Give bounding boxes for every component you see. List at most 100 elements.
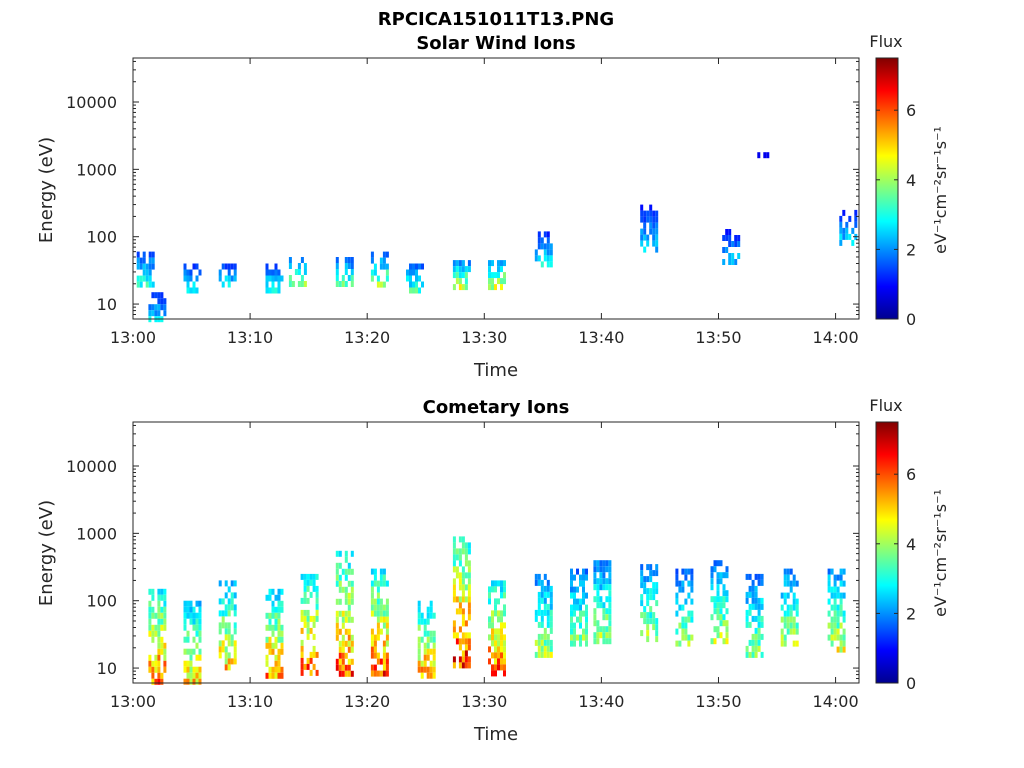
heatmap-cell (373, 646, 377, 653)
heatmap-cell (189, 672, 193, 679)
heatmap-cell (341, 586, 345, 593)
heatmap-cell (579, 640, 582, 647)
heatmap-cell (690, 586, 694, 593)
heatmap-cell (335, 562, 339, 569)
heatmap-cell (409, 287, 412, 294)
heatmap-cell (423, 666, 427, 673)
heatmap-cell (160, 588, 164, 595)
heatmap-cell (652, 228, 656, 235)
heatmap-cell (136, 275, 140, 282)
heatmap-cell (789, 610, 793, 617)
heatmap-cell (142, 263, 146, 270)
heatmap-cell (458, 602, 462, 609)
heatmap-cell (713, 602, 717, 609)
heatmap-cell (646, 564, 650, 571)
heatmap-cell (376, 580, 380, 587)
heatmap-cell (593, 632, 597, 639)
heatmap-cell (722, 247, 726, 253)
heatmap-cell (655, 216, 659, 223)
heatmap-cell (839, 634, 843, 641)
heatmap-cell (224, 622, 228, 629)
heatmap-cell (497, 646, 500, 653)
heatmap-cell (582, 586, 585, 593)
heatmap-cell (500, 640, 503, 647)
heatmap-cell (145, 269, 149, 276)
heatmap-cell (163, 298, 167, 305)
heatmap-cell (652, 618, 656, 625)
heatmap-cell (842, 568, 846, 575)
heatmap-cell (839, 610, 843, 617)
heatmap-cell (277, 660, 281, 667)
heatmap-cell (157, 304, 161, 311)
heatmap-cell (315, 615, 319, 622)
heatmap-cell (382, 604, 386, 611)
heatmap-cell (151, 281, 155, 288)
heatmap-cell (461, 620, 465, 627)
heatmap-cell (722, 235, 726, 241)
heatmap-cell (605, 626, 609, 633)
heatmap-cell (681, 622, 685, 629)
heatmap-cell (461, 548, 465, 555)
heatmap-cell (593, 572, 597, 579)
heatmap-cell (455, 266, 459, 273)
heatmap-cell (277, 269, 281, 276)
heatmap-cell (570, 592, 573, 599)
heatmap-cell (148, 600, 152, 607)
heatmap-cell (780, 592, 784, 599)
heatmap-cell (783, 568, 787, 575)
heatmap-cell (306, 597, 310, 604)
heatmap-cell (494, 272, 497, 279)
heatmap-cell (748, 651, 752, 658)
heatmap-cell (830, 568, 834, 575)
heatmap-cell (488, 260, 491, 267)
heatmap-cell (233, 269, 237, 276)
heatmap-cell (423, 648, 427, 655)
heatmap-cell (151, 588, 155, 595)
heatmap-cell (640, 576, 644, 583)
heatmap-cell (608, 596, 612, 603)
heatmap-cell (684, 568, 688, 575)
heatmap-cell (655, 582, 659, 589)
heatmap-cell (376, 610, 380, 617)
heatmap-cell (851, 239, 855, 246)
heatmap-cell (579, 622, 582, 629)
heatmap-cell (491, 278, 494, 285)
heatmap-cell (537, 231, 541, 238)
heatmap-cell (432, 672, 436, 679)
heatmap-cell (423, 618, 427, 625)
heatmap-cell (783, 598, 787, 605)
heatmap-cell (549, 249, 553, 256)
heatmap-cell (836, 604, 840, 611)
heatmap-cell (151, 292, 155, 299)
heatmap-cell (315, 609, 319, 616)
heatmap-cell (370, 652, 374, 659)
heatmap-cell (652, 588, 656, 595)
heatmap-cell (148, 654, 152, 661)
heatmap-cell (458, 572, 462, 579)
heatmap-cell (710, 566, 714, 573)
heatmap-cell (467, 614, 471, 621)
heatmap-cell (163, 654, 167, 661)
heatmap-cell (303, 609, 307, 616)
colorbar-unit-label: eV⁻¹cm⁻²sr⁻¹s⁻¹ (931, 489, 950, 617)
heatmap-cell (745, 573, 749, 580)
heatmap-cell (189, 618, 193, 625)
heatmap-cell (198, 612, 202, 619)
heatmap-cell (599, 578, 603, 585)
heatmap-cell (540, 591, 544, 598)
heatmap-cell (537, 645, 541, 652)
heatmap-cell (376, 652, 380, 659)
heatmap-cell (649, 588, 653, 595)
heatmap-cell (274, 654, 278, 661)
heatmap-cell (341, 275, 345, 281)
heatmap-cell (265, 654, 269, 661)
heatmap-cell (728, 241, 732, 247)
panel-title: Cometary Ions (423, 397, 570, 418)
heatmap-cell (546, 237, 550, 244)
heatmap-cell (464, 650, 468, 657)
heatmap-cell (271, 624, 275, 631)
heatmap-cell (341, 281, 345, 287)
heatmap-cell (494, 284, 497, 291)
